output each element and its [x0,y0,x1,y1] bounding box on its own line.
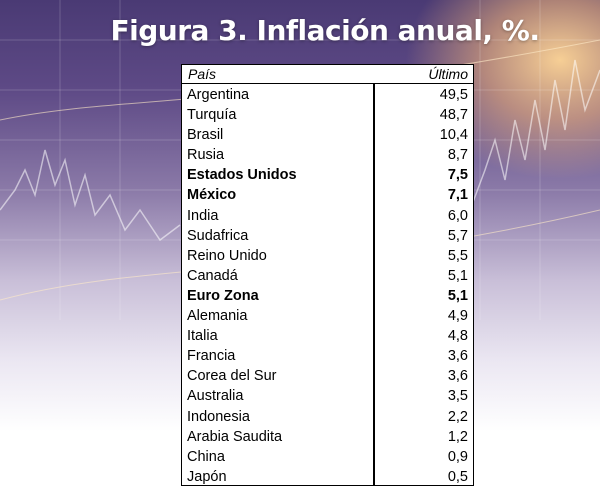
value-cell: 3,6 [447,348,468,365]
value-cell: 5,5 [447,247,468,264]
value-cell: 7,5 [447,167,468,184]
table-row: Reino Unido 5,5 [182,247,473,267]
value-cell: 3,5 [447,388,468,405]
country-cell: Argentina [187,87,250,103]
table-header: País Último [182,65,473,84]
country-cell: Turquía [187,107,237,124]
table-row: Brasil 10,4 [182,126,473,146]
country-cell: Indonesia [187,408,250,425]
table-row: Turquía 48,7 [182,106,473,126]
value-cell: 5,7 [447,227,468,244]
country-cell: Italia [187,328,218,345]
table-row: Australia 3,5 [182,387,473,407]
table-body: Argentina 49,5 Turquía 48,7 Brasil 10,4 Rusia 8… [182,86,473,488]
column-header-country: País [188,66,217,82]
table-row: China 0,9 [182,448,473,468]
table-row: Argentina 49,5 [182,86,473,106]
table-row: Italia 4,8 [182,327,473,347]
country-cell: Australia [187,388,244,405]
country-cell: Sudafrica [187,227,249,244]
table-row: Euro Zona 5,1 [182,287,473,307]
value-cell: 48,7 [439,107,468,124]
chart-title: Figura 3. Inflación anual, %. [110,14,541,47]
country-cell: Canadá [187,267,238,284]
table-row: Sudafrica 5,7 [182,227,473,247]
value-cell: 4,8 [447,328,468,345]
value-cell: 2,2 [447,408,468,425]
country-cell: Brasil [187,127,224,144]
table-row: Arabia Saudita 1,2 [182,428,473,448]
country-cell: Euro Zona [187,287,259,304]
table-row: India 6,0 [182,207,473,227]
value-cell: 5,1 [447,267,468,284]
country-cell: Alemania [187,308,248,325]
country-cell: México [187,187,237,204]
column-header-value: Último [428,66,468,82]
country-cell: Reino Unido [187,247,267,264]
value-cell: 0,9 [447,448,468,465]
country-cell: Francia [187,348,236,365]
table-row: México 7,1 [182,186,473,206]
value-cell: 0,5 [447,468,468,485]
value-cell: 6,0 [447,207,468,224]
value-cell: 4,9 [447,308,468,325]
inflation-table: País Último Argentina 49,5 Turquía 48,7 Bras… [181,64,474,486]
value-cell: 8,7 [447,147,468,164]
country-cell: Rusia [187,147,225,164]
column-divider [373,83,375,485]
value-cell: 3,6 [447,368,468,385]
country-cell: Corea del Sur [187,368,277,385]
table-row: Rusia 8,7 [182,146,473,166]
value-cell: 10,4 [439,127,468,144]
country-cell: Estados Unidos [187,167,297,184]
table-row: Japón 0,5 [182,468,473,488]
table-row: Canadá 5,1 [182,267,473,287]
value-cell: 5,1 [447,287,468,304]
value-cell: 1,2 [447,428,468,445]
country-cell: India [187,207,219,224]
country-cell: Arabia Saudita [187,428,283,445]
table-row: Estados Unidos 7,5 [182,166,473,186]
country-cell: Japón [187,468,227,485]
table-row: Alemania 4,9 [182,307,473,327]
table-row: Francia 3,6 [182,347,473,367]
value-cell: 7,1 [447,187,468,204]
table-row: Corea del Sur 3,6 [182,367,473,387]
value-cell: 49,5 [439,87,468,103]
country-cell: China [187,448,225,465]
table-row: Indonesia 2,2 [182,408,473,428]
